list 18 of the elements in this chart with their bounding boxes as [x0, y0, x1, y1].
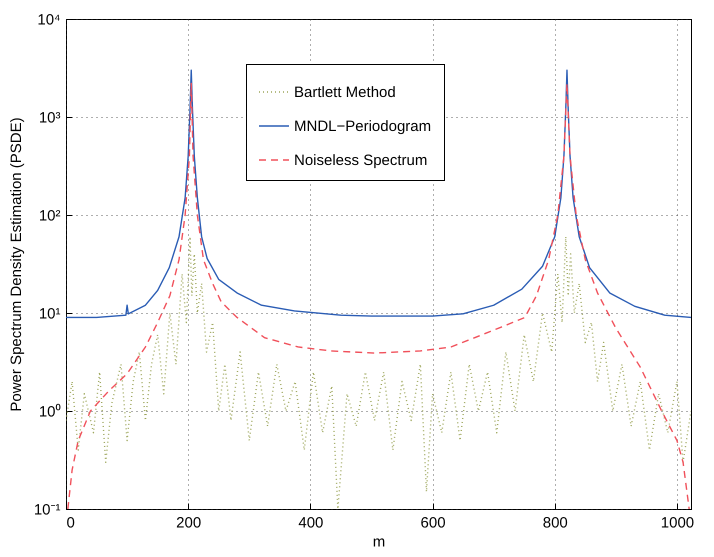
line-series: [66, 70, 691, 318]
x-tick-label: 600: [420, 514, 446, 532]
legend-label: Noiseless Spectrum: [294, 152, 428, 169]
y-tick-label: 10⁻¹: [34, 502, 60, 518]
y-tick-label: 10⁴: [37, 12, 60, 28]
y-axis-title: Power Spectrum Density Estimation (PSDE): [8, 117, 25, 412]
x-tick-label: 0: [66, 514, 75, 532]
x-tick-label: 800: [542, 514, 568, 532]
y-tick-label: 10²: [38, 208, 60, 224]
x-tick-label: 1000: [660, 514, 694, 532]
y-tick-label: 10⁰: [38, 404, 60, 420]
y-tick-label: 10¹: [38, 306, 60, 322]
legend-label: MNDL−Periodogram: [294, 118, 432, 135]
x-tick-label: 400: [298, 514, 324, 532]
x-axis-title: m: [372, 534, 386, 550]
y-tick-label: 10³: [38, 110, 60, 126]
x-tick-label: 200: [176, 514, 202, 532]
legend-label: Bartlett Method: [294, 84, 396, 101]
